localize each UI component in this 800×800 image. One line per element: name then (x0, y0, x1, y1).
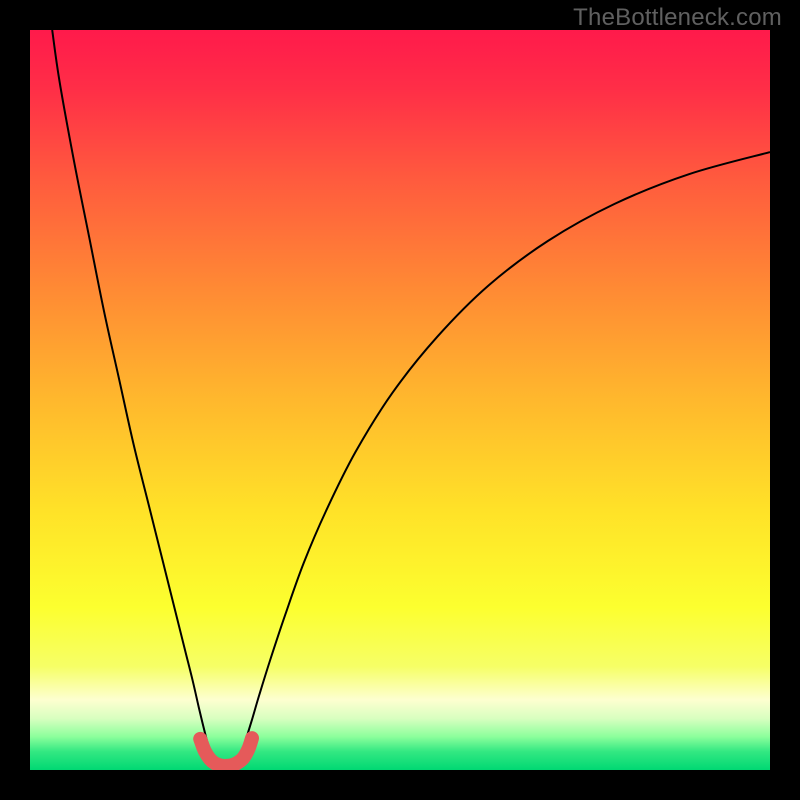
watermark-text: TheBottleneck.com (573, 4, 782, 32)
chart-background (30, 30, 770, 770)
chart-plot (30, 30, 770, 770)
